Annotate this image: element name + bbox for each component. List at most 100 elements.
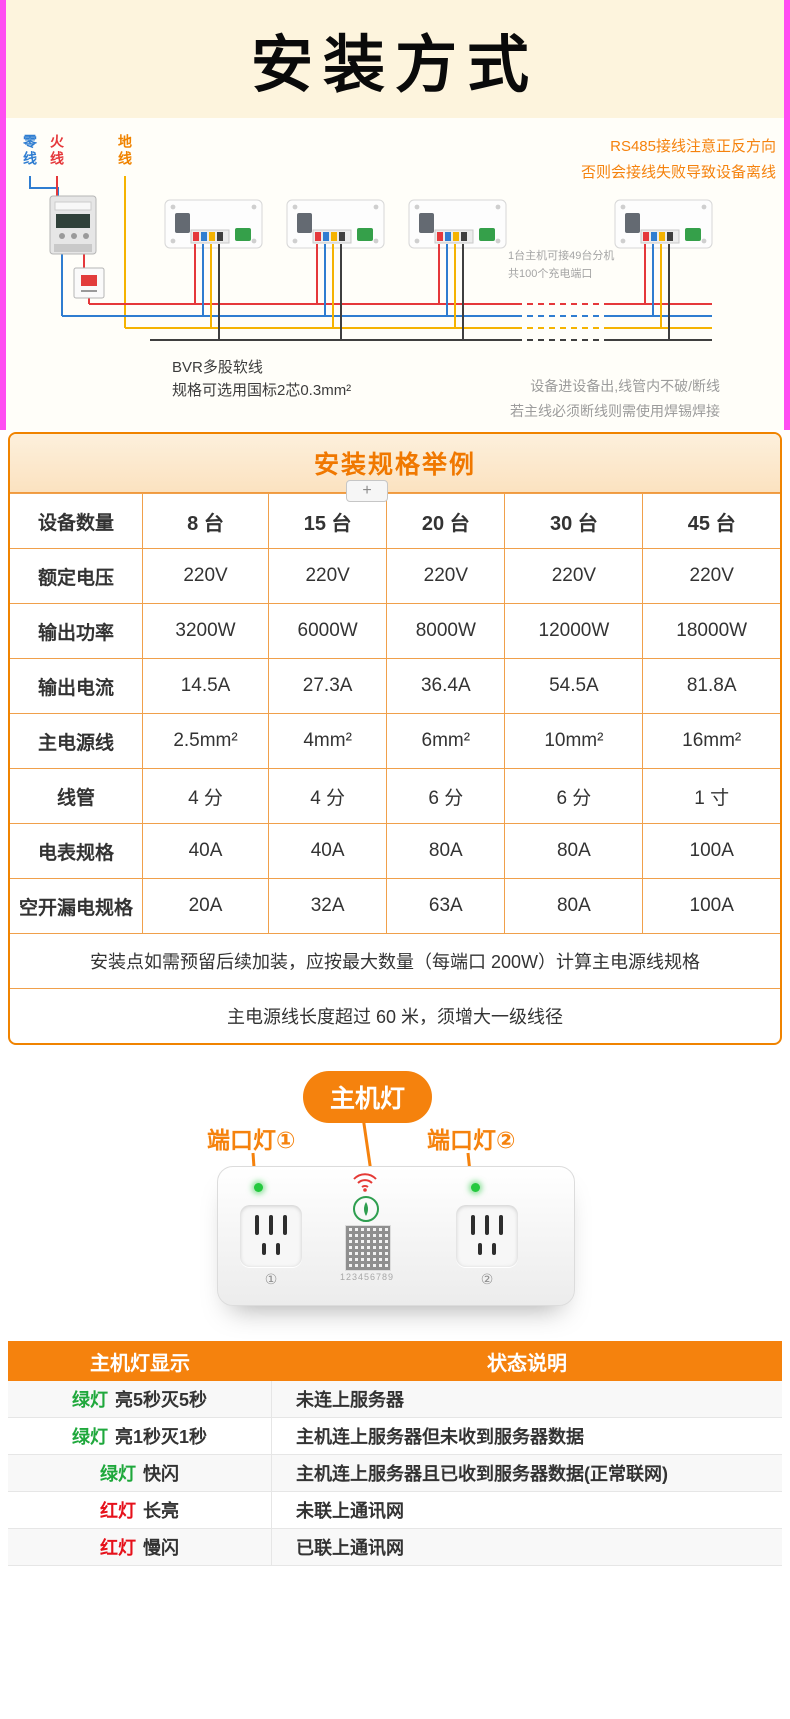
spec-cell: 8000W [386,603,506,659]
light-color-word: 绿灯 [71,1427,108,1447]
spec-cell: 27.3A [268,658,388,714]
status-row: 绿灯 亮1秒灭1秒 主机连上服务器但未收到服务器数据 [8,1418,782,1455]
light-color-word: 绿灯 [71,1390,108,1410]
socket-device [286,199,385,249]
spec-cell: 10mm² [504,713,644,769]
spec-cell: 15 台 [268,493,388,549]
status-desc: 主机连上服务器但未收到服务器数据 [296,1427,584,1447]
spec-cell: 32A [268,878,388,934]
spec-cell: 14.5A [141,658,270,714]
spec-cell: 8 台 [141,493,270,549]
status-header-desc: 状态说明 [487,1352,567,1375]
spec-cell: 220V [141,548,270,604]
spec-cell: 3200W [141,603,270,659]
spec-row: 线管 4 分 4 分 6 分 6 分 1 寸 [10,768,780,824]
spec-cell: 220V [268,548,388,604]
spec-cell: 63A [386,878,506,934]
spec-row: 主电源线 2.5mm² 4mm² 6mm² 10mm² 16mm² [10,713,780,769]
light-mode: 亮5秒灭5秒 [114,1390,208,1410]
light-mode: 长亮 [143,1501,179,1521]
light-color-word: 红灯 [100,1501,136,1521]
status-row: 红灯 长亮 未联上通讯网 [8,1492,782,1529]
status-table: 主机灯显示 状态说明 绿灯 亮5秒灭5秒 未连上服务器 绿灯 亮1秒灭1秒 主机… [8,1341,782,1566]
status-table-header: 主机灯显示 状态说明 [8,1341,782,1381]
spec-note-2: 主电源线长度超过 60 米，须增大一级线径 [10,988,780,1043]
capacity-note-line1: 1台主机可接49台分机 [508,250,615,262]
serial-number: 123456789 [339,1272,395,1282]
status-header-light: 主机灯显示 [90,1352,190,1375]
spec-cell: 6 分 [504,768,644,824]
wire-neutral-lead [29,176,59,196]
spec-row-label: 电表规格 [10,823,143,879]
spec-cell: 40A [141,823,270,879]
device-light-section: 主机灯 端口灯① 端口灯② [0,1069,790,1325]
spec-cell: 6mm² [386,713,506,769]
spec-cell: 4 分 [141,768,270,824]
banner: 安装方式 [0,0,790,118]
status-row: 绿灯 快闪 主机连上服务器且已收到服务器数据(正常联网) [8,1455,782,1492]
capacity-note-line2: 共100个充电端口 [508,267,593,280]
spec-note-row: 安装点如需预留后续加装，应按最大数量（每端口 200W）计算主电源线规格 [10,933,780,989]
spec-cell: 2.5mm² [141,713,270,769]
spec-cell: 36.4A [386,658,506,714]
socket-outlet-1 [240,1205,302,1267]
spec-cell: 100A [642,878,780,934]
duct-note-line2: 若主线必须断线则需使用焊锡焊接 [510,402,720,419]
socket-device [408,199,507,249]
right-edge-strip [784,0,790,430]
rs485-note-line2: 否则会接线失败导致设备离线 [580,164,776,182]
spec-cell: 1 寸 [642,768,780,824]
page-title: 安装方式 [250,31,539,100]
wire-spec-note-line2: 规格可选用国标2芯0.3mm² [172,382,352,400]
electric-meter-icon [49,195,97,255]
spec-cell: 4mm² [268,713,388,769]
spec-cell: 80A [504,823,644,879]
spec-cell: 100A [642,823,780,879]
light-mode: 快闪 [143,1464,179,1484]
duct-note-line1: 设备进设备出,线管内不破/断线 [530,378,720,394]
spec-cell: 20A [141,878,270,934]
light-color-word: 绿灯 [100,1464,136,1484]
expand-button[interactable]: + [346,480,388,502]
status-row: 红灯 慢闪 已联上通讯网 [8,1529,782,1566]
spec-cell: 80A [386,823,506,879]
spec-row-label: 输出功率 [10,603,143,659]
spec-cell: 220V [504,548,644,604]
spec-row: 设备数量 8 台 15 台 20 台 30 台 45 台 [10,493,780,549]
light-color-word: 红灯 [100,1538,136,1558]
status-desc: 已联上通讯网 [296,1538,404,1558]
port1-light-label: 端口灯① [207,1127,296,1153]
spec-cell: 45 台 [642,493,780,549]
wire-spec-note-line1: BVR多股软线 [172,359,263,376]
wires [29,176,712,341]
port1-led [254,1183,263,1192]
spec-row: 输出电流 14.5A 27.3A 36.4A 54.5A 81.8A [10,658,780,714]
socket-device [164,199,263,249]
spec-row-label: 额定电压 [10,548,143,604]
spec-cell: 81.8A [642,658,780,714]
spec-cell: 54.5A [504,658,644,714]
charging-socket-device: 123456789 ① ② [217,1166,575,1306]
live-wire-label: 火线 [49,134,65,168]
spec-cell: 6 分 [386,768,506,824]
status-desc: 主机连上服务器且已收到服务器数据(正常联网) [296,1464,668,1484]
rs485-note: RS485接线注意正反方向 否则会接线失败导致设备离线 [581,134,776,187]
spec-cell: 40A [268,823,388,879]
spec-row-label: 线管 [10,768,143,824]
spec-table-title: 安装规格举例 [10,434,780,493]
spec-row-label: 空开漏电规格 [10,878,143,934]
spec-table-section: + 安装规格举例 设备数量 8 台 15 台 20 台 30 台 45 台 额定… [8,432,782,1045]
status-desc: 未联上通讯网 [296,1501,404,1521]
spec-cell: 80A [504,878,644,934]
spec-row: 电表规格 40A 40A 80A 80A 100A [10,823,780,879]
status-row: 绿灯 亮5秒灭5秒 未连上服务器 [8,1381,782,1418]
neutral-wire-label: 零线 [22,134,38,168]
spec-cell: 4 分 [268,768,388,824]
spec-cell: 18000W [642,603,780,659]
circuit-breaker-icon [73,267,105,299]
spec-cell: 16mm² [642,713,780,769]
wifi-icon [353,1173,377,1192]
wire-spec-note: BVR多股软线 规格可选用国标2芯0.3mm² [172,356,351,403]
light-mode: 慢闪 [143,1538,179,1558]
